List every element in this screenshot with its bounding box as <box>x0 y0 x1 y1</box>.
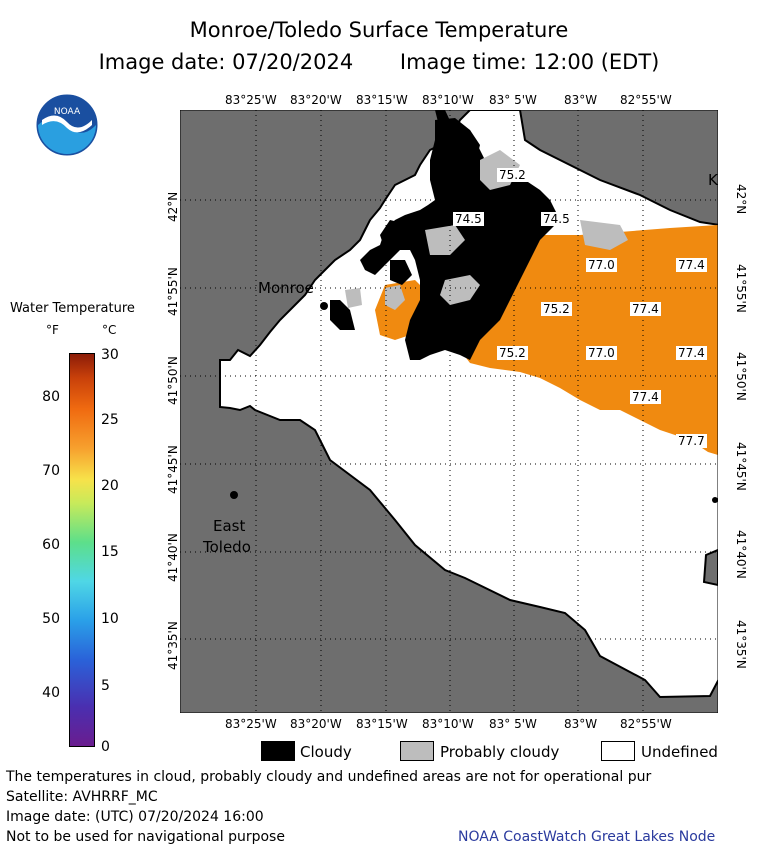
temperature-label: 75.2 <box>497 346 528 360</box>
noaa-logo: NOAA <box>34 92 100 158</box>
temperature-colorbar <box>69 353 95 747</box>
lon-label-top: 83°15'W <box>356 93 408 107</box>
lat-label-left: 42°N <box>166 191 180 222</box>
map-title: Monroe/Toledo Surface Temperature <box>189 18 569 42</box>
logo-text: NOAA <box>54 107 81 117</box>
temperature-label: 77.4 <box>676 258 707 272</box>
lat-label-left: 41°40'N <box>166 533 180 582</box>
toledo-marker <box>230 491 238 499</box>
place-label-k: K <box>708 171 718 189</box>
lon-label-top: 83° 5'W <box>489 93 537 107</box>
lon-label-bottom: 83° 5'W <box>489 717 537 731</box>
footer-utc-date: Image date: (UTC) 07/20/2024 16:00 <box>6 809 264 825</box>
graticule <box>180 110 718 713</box>
lat-label-right: 41°35'N <box>734 620 748 669</box>
lon-label-bottom: 83°20'W <box>290 717 342 731</box>
temperature-label: 77.7 <box>676 434 707 448</box>
cloud-area <box>380 220 420 250</box>
legend-title: Water Temperature <box>10 301 135 316</box>
temperature-label: 77.4 <box>630 302 661 316</box>
probably-cloudy-area <box>385 285 405 310</box>
lon-label-bottom: 83°W <box>564 717 598 731</box>
lon-label-top: 83°W <box>564 93 598 107</box>
lat-label-left: 41°55'N <box>166 267 180 316</box>
shore-marker <box>712 497 718 503</box>
probably-cloudy-area <box>440 275 480 305</box>
lon-label-top: 82°55'W <box>620 93 672 107</box>
temperature-label: 77.4 <box>676 346 707 360</box>
f-tick: 50 <box>42 611 60 627</box>
temperature-label: 77.0 <box>586 346 617 360</box>
cloud-area <box>390 260 412 285</box>
image-date: Image date: 07/20/2024 <box>98 50 354 74</box>
lon-label-bottom: 82°55'W <box>620 717 672 731</box>
temperature-label: 75.2 <box>541 302 572 316</box>
f-tick: 40 <box>42 685 60 701</box>
lat-label-right: 41°45'N <box>734 442 748 491</box>
lat-label-right: 41°40'N <box>734 530 748 579</box>
cloudy-swatch <box>261 741 295 761</box>
c-tick: 20 <box>101 478 119 494</box>
lat-label-left: 41°50'N <box>166 356 180 405</box>
lat-label-right: 42°N <box>734 184 748 215</box>
f-tick: 70 <box>42 463 60 479</box>
probably-cloudy-area <box>425 225 465 255</box>
cloudy-label: Cloudy <box>300 743 352 761</box>
c-tick: 25 <box>101 412 119 428</box>
lon-label-top: 83°20'W <box>290 93 342 107</box>
land-area <box>702 548 718 587</box>
f-tick: 60 <box>42 537 60 553</box>
temperature-map <box>180 110 718 713</box>
probably-cloudy-area <box>345 288 362 308</box>
undefined-swatch <box>601 741 635 761</box>
undefined-label: Undefined <box>641 743 718 761</box>
lon-label-top: 83°10'W <box>422 93 474 107</box>
cloud-area <box>435 110 480 170</box>
lon-label-bottom: 83°10'W <box>422 717 474 731</box>
temperature-label: 77.4 <box>630 390 661 404</box>
f-tick: 80 <box>42 389 60 405</box>
lon-label-top: 83°25'W <box>225 93 277 107</box>
c-tick: 30 <box>101 347 119 363</box>
footer-disclaimer: Not to be used for navigational purpose <box>6 829 285 845</box>
probably-cloudy-area <box>580 220 628 250</box>
unit-fahrenheit: °F <box>46 323 59 337</box>
temperature-label: 77.0 <box>586 258 617 272</box>
lat-label-right: 41°50'N <box>734 352 748 401</box>
footer-credit: NOAA CoastWatch Great Lakes Node <box>458 829 716 845</box>
lat-label-left: 41°35'N <box>166 621 180 670</box>
temperature-label: 74.5 <box>541 212 572 226</box>
c-tick: 15 <box>101 544 119 560</box>
c-tick: 0 <box>101 739 110 755</box>
lat-label-right: 41°55'N <box>734 264 748 313</box>
footer-note: The temperatures in cloud, probably clou… <box>6 769 652 785</box>
place-label-toledo: Toledo <box>203 538 251 556</box>
cloud-area <box>330 300 355 330</box>
place-label-monroe: Monroe <box>258 279 314 297</box>
temperature-label: 74.5 <box>453 212 484 226</box>
monroe-marker <box>320 302 328 310</box>
temperature-label: 75.2 <box>497 168 528 182</box>
c-tick: 10 <box>101 611 119 627</box>
lon-label-bottom: 83°25'W <box>225 717 277 731</box>
place-label-east: East <box>213 517 246 535</box>
lat-label-left: 41°45'N <box>166 445 180 494</box>
c-tick: 5 <box>101 678 110 694</box>
image-time: Image time: 12:00 (EDT) <box>399 50 660 74</box>
footer-satellite: Satellite: AVHRRF_MC <box>6 789 158 805</box>
unit-celsius: °C <box>102 323 117 337</box>
probably-cloudy-label: Probably cloudy <box>440 743 560 761</box>
map-subtitle: Image date: 07/20/2024 Image time: 12:00… <box>0 50 758 74</box>
lon-label-bottom: 83°15'W <box>356 717 408 731</box>
probably-cloudy-swatch <box>400 741 434 761</box>
